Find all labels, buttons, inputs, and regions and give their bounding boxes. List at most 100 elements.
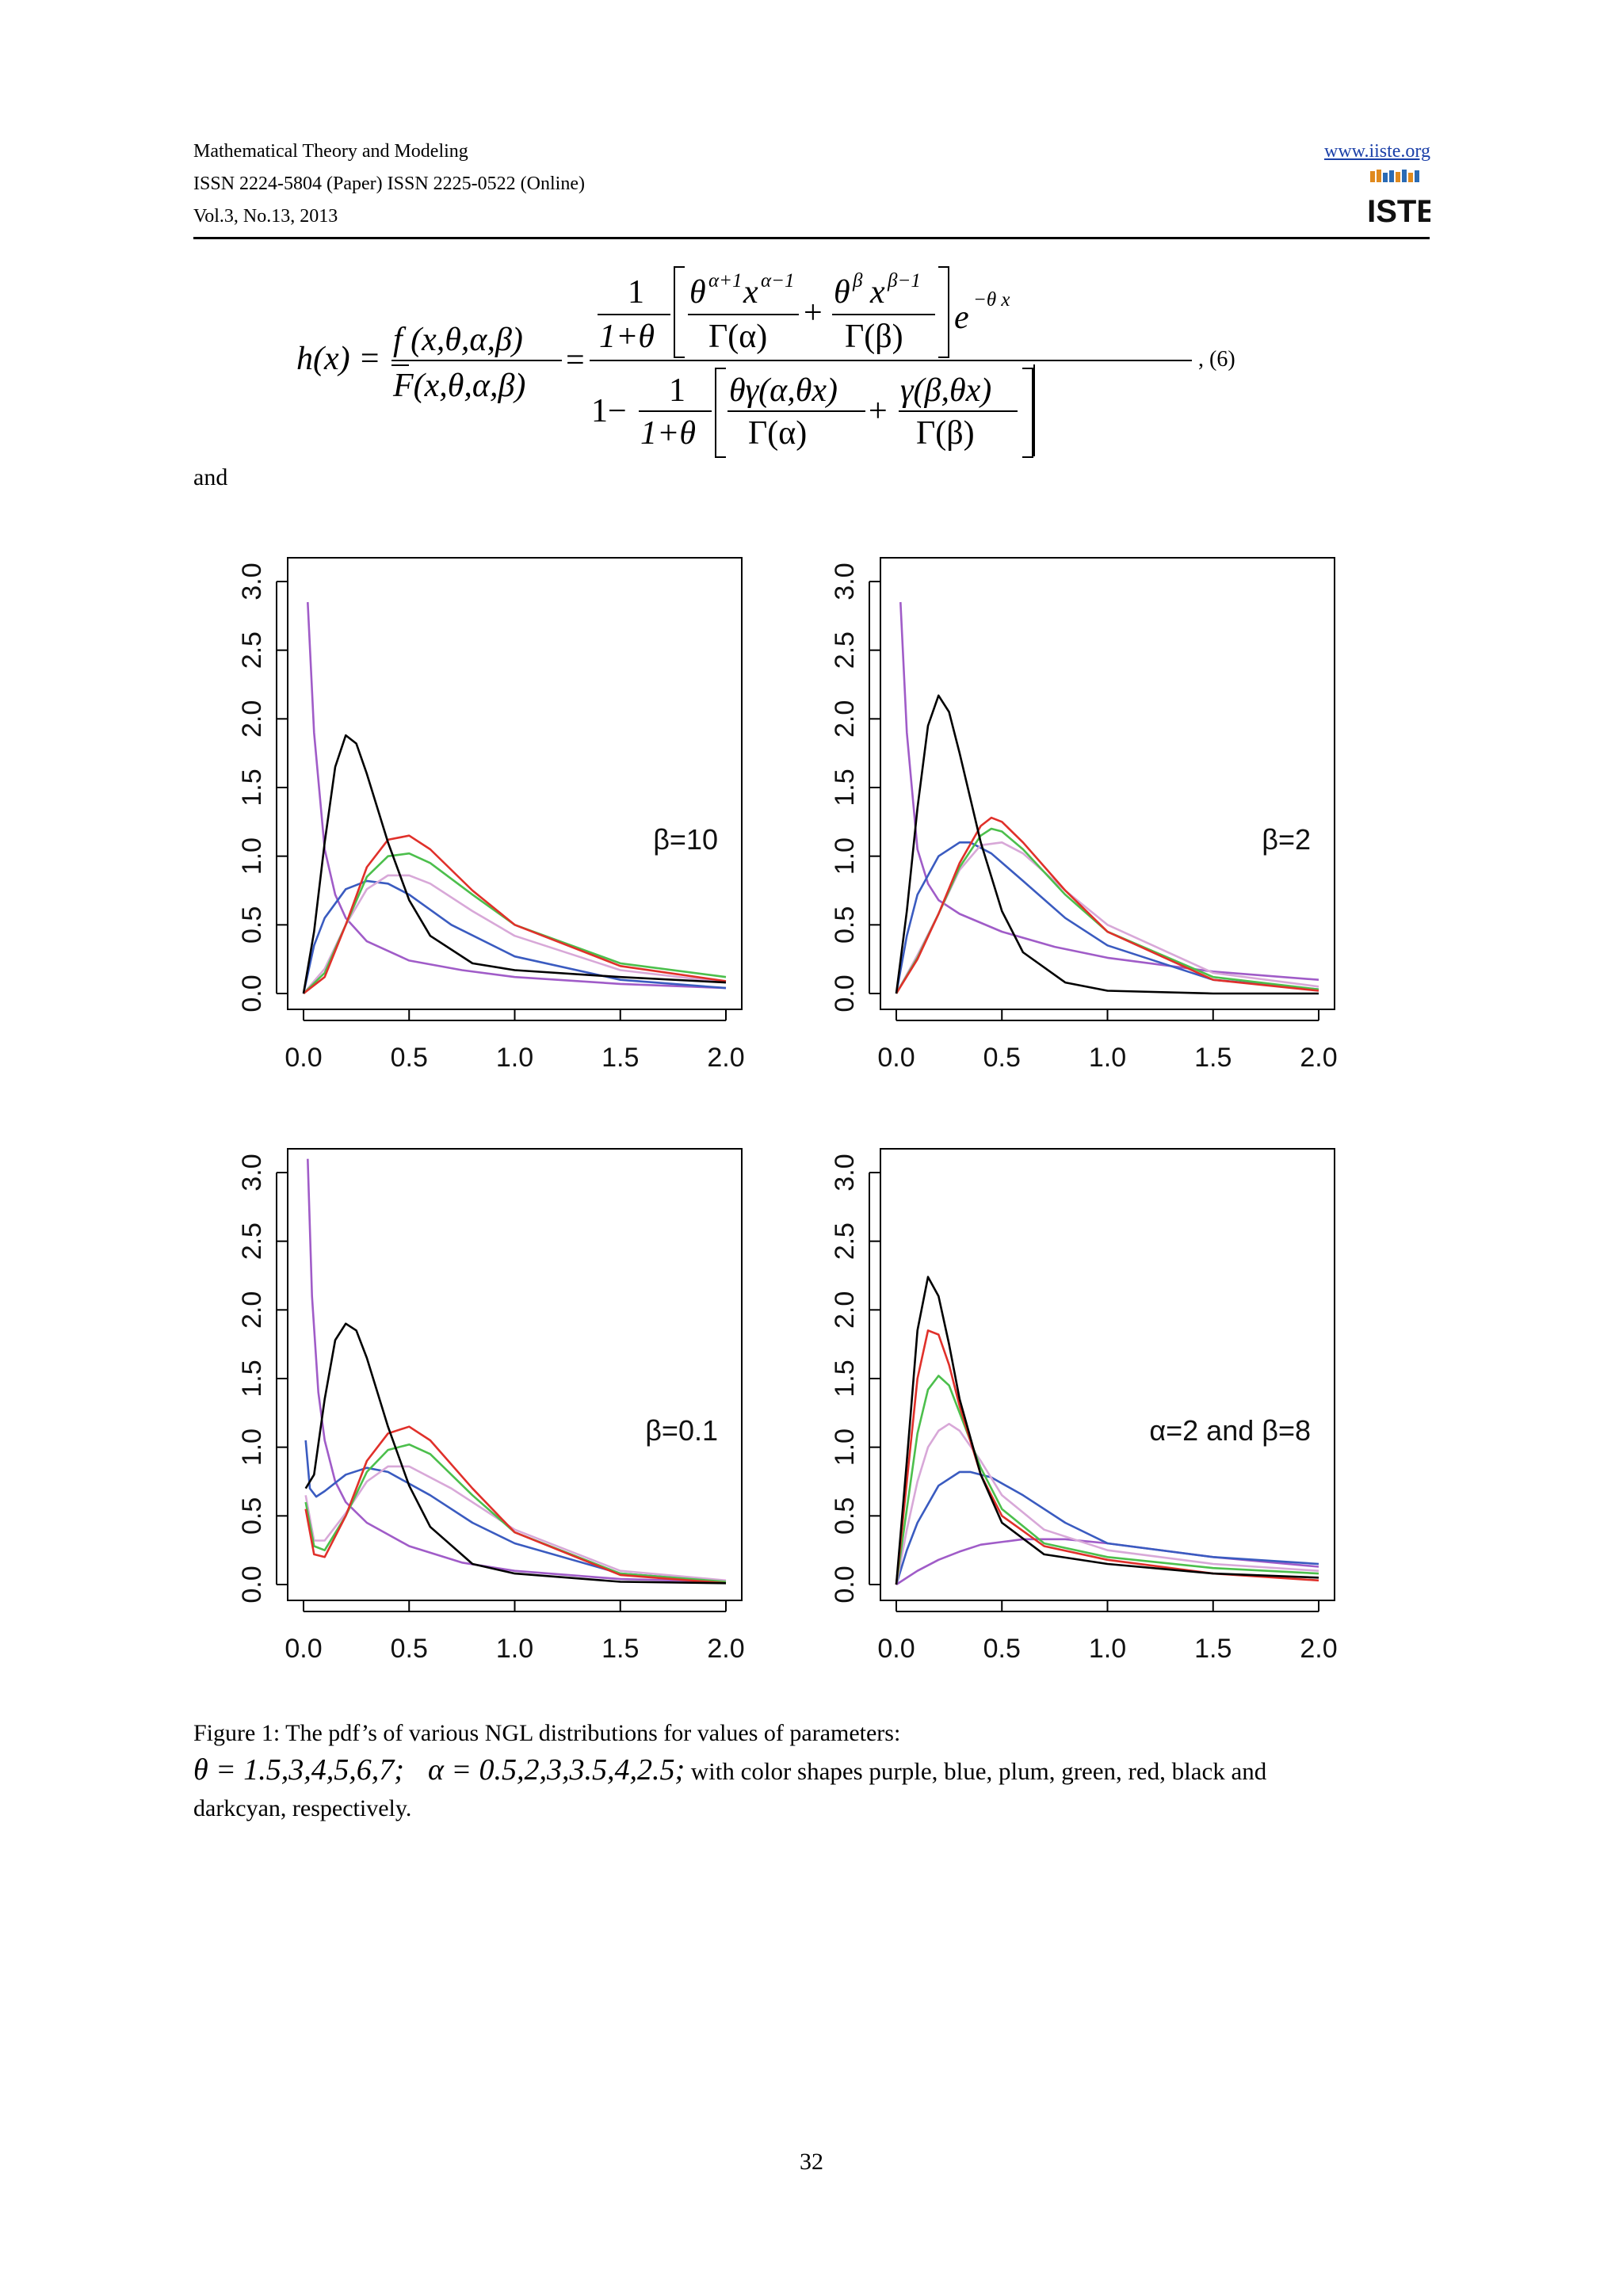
y-tick-label: 0.0 <box>237 1566 267 1603</box>
x-tick-label: 1.0 <box>1089 1634 1126 1664</box>
y-tick-label: 1.0 <box>830 837 860 875</box>
y-tick-label: 1.5 <box>830 1360 860 1397</box>
y-tick-label: 2.5 <box>830 1222 860 1260</box>
y-tick-label: 1.0 <box>237 837 267 875</box>
eq-bracket-left-b <box>715 368 726 458</box>
series-line-red <box>895 1329 1319 1585</box>
series-line-blue <box>302 879 727 994</box>
y-tick-label: 1.5 <box>237 769 267 806</box>
series-line-blue <box>895 841 1319 994</box>
y-tick-label: 2.5 <box>237 631 267 669</box>
series-line-black <box>895 1276 1319 1585</box>
eq-one-plus-theta-b: 1+θ <box>640 415 696 452</box>
logo-lettering: IISTE <box>1365 194 1430 227</box>
series-line-red <box>304 1425 727 1585</box>
eq-plus-b: + <box>869 393 888 429</box>
x-tick-label: 1.5 <box>1194 1634 1232 1664</box>
eq-one-b: 1 <box>669 372 685 409</box>
eq-bracket-right-b <box>1022 368 1033 458</box>
y-tick-label: 2.0 <box>237 1291 267 1329</box>
eq-bar-a <box>598 314 670 315</box>
eq-t2-x: x <box>870 274 885 311</box>
eq-one-plus-theta-a: 1+θ <box>599 318 655 355</box>
series-line-purple <box>307 601 727 990</box>
y-tick-label: 2.0 <box>237 700 267 738</box>
eq-gamma-alpha-a: Γ(α) <box>708 318 768 355</box>
caption-line-1: Figure 1: The pdf’s of various NGL distr… <box>193 1720 901 1746</box>
plot-svg-3: 0.0 0.5 1.0 1.5 2.0 0.0 0.5 1.0 1.5 2.0 2.5 3.0 α=2 … <box>830 1148 1338 1664</box>
x-tick-label: 0.0 <box>877 1634 915 1664</box>
eq-t1-theta: θ <box>689 274 706 311</box>
x-tick-label: 1.5 <box>601 1634 639 1664</box>
eq-number: , (6) <box>1198 347 1235 372</box>
eq-one-minus: 1− <box>591 393 627 429</box>
x-tick-label: 1.5 <box>1194 1043 1232 1073</box>
eq-ratio-numerator: f (x,θ,α,β) <box>393 322 523 358</box>
x-tick-label: 1.0 <box>496 1043 533 1073</box>
y-tick-label: 0.0 <box>830 974 860 1012</box>
and-text: and <box>193 464 228 490</box>
y-tick-label: 1.0 <box>830 1428 860 1466</box>
eq-lhs: h(x) = <box>296 341 381 377</box>
x-tick-label: 2.0 <box>1300 1043 1337 1073</box>
x-tick-label: 0.0 <box>877 1043 915 1073</box>
x-tick-label: 0.0 <box>285 1634 322 1664</box>
eq-bracket-left-a <box>674 266 685 358</box>
series-line-green <box>895 827 1319 994</box>
eq-d2-num: γ(β,θx) <box>900 372 992 409</box>
eq-t2-sup: β <box>853 270 863 292</box>
y-tick-label: 0.5 <box>237 1497 267 1535</box>
series-line-plum <box>303 874 727 994</box>
eq-exp-sup: −θ x <box>973 289 1010 311</box>
plot-beta-10: 0.0 0.5 1.0 1.5 2.0 0.0 0.5 1.0 1.5 2.0 2.5 3.0 β=10 <box>204 539 815 1109</box>
y-tick-label: 0.5 <box>830 1497 860 1535</box>
caption-line-2: θ = 1.5,3,4,5,6,7; α = 0.5,2,3,3.5,4,2.5… <box>193 1752 1430 1791</box>
plot-svg-1: 0.0 0.5 1.0 1.5 2.0 0.0 0.5 1.0 1.5 2.0 2.5 3.0 β=2 <box>830 557 1338 1073</box>
y-tick-label: 2.0 <box>830 700 860 738</box>
y-tick-label: 3.0 <box>237 563 267 600</box>
eq-ratio-bar <box>391 360 562 361</box>
website-link[interactable]: www.iiste.org <box>1324 141 1430 162</box>
caption-colors-text: with color shapes purple, blue, plum, gr… <box>690 1757 1267 1785</box>
eq-d1-num: θγ(α,θx) <box>729 372 838 409</box>
volume-line: Vol.3, No.13, 2013 <box>193 206 338 227</box>
y-tick-label: 0.5 <box>830 906 860 944</box>
figure-caption: Figure 1: The pdf’s of various NGL distr… <box>193 1715 1430 1827</box>
equation-6: h(x) = f (x,θ,α,β) F(x,θ,α,β) = 1 1+θ θ … <box>193 254 1430 467</box>
x-tick-label: 0.5 <box>391 1043 428 1073</box>
series-line-black <box>895 694 1319 995</box>
series-line-purple <box>899 601 1319 981</box>
eq-outer-bracket <box>1033 364 1035 456</box>
y-tick-label: 3.0 <box>830 1154 860 1191</box>
eq-t2-xsup: β−1 <box>888 270 921 292</box>
caption-theta-values: θ = 1.5,3,4,5,6,7; <box>193 1753 404 1787</box>
plot-svg-0: 0.0 0.5 1.0 1.5 2.0 0.0 0.5 1.0 1.5 2.0 2.5 3.0 β=10 <box>237 557 745 1073</box>
y-tick-label: 3.0 <box>830 563 860 600</box>
y-tick-label: 0.0 <box>237 974 267 1012</box>
series-line-black <box>304 1322 727 1585</box>
issn-line: ISSN 2224-5804 (Paper) ISSN 2225-0522 (O… <box>193 174 585 194</box>
eq-t1-xsup: α−1 <box>761 270 795 292</box>
plot-annotation: β=2 <box>1262 823 1311 856</box>
x-tick-label: 2.0 <box>707 1043 744 1073</box>
series-line-green <box>304 1443 727 1583</box>
eq-gamma-beta-a: Γ(β) <box>845 318 903 355</box>
plot-svg-2: 0.0 0.5 1.0 1.5 2.0 0.0 0.5 1.0 1.5 2.0 2.5 3.0 β=0.… <box>237 1148 745 1664</box>
series-line-blue <box>304 1440 727 1583</box>
x-tick-label: 2.0 <box>707 1634 744 1664</box>
y-tick-label: 1.5 <box>830 769 860 806</box>
x-tick-label: 1.0 <box>496 1634 533 1664</box>
eq-bar-t1 <box>688 314 799 315</box>
page-number: 32 <box>800 2149 823 2175</box>
eq-bar-b <box>639 410 712 412</box>
y-tick-label: 0.0 <box>830 1566 860 1603</box>
plot-frame <box>880 557 1335 1010</box>
eq-bar-d2 <box>899 410 1018 412</box>
eq-plus-a: + <box>804 295 823 331</box>
x-tick-label: 0.5 <box>391 1634 428 1664</box>
series-line-purple <box>307 1158 727 1583</box>
plot-alpha-2-beta-8: 0.0 0.5 1.0 1.5 2.0 0.0 0.5 1.0 1.5 2.0 2.5 3.0 α=2 … <box>797 1130 1407 1700</box>
plot-frame <box>880 1148 1335 1601</box>
y-tick-label: 2.0 <box>830 1291 860 1329</box>
y-tick-label: 2.5 <box>237 1222 267 1260</box>
